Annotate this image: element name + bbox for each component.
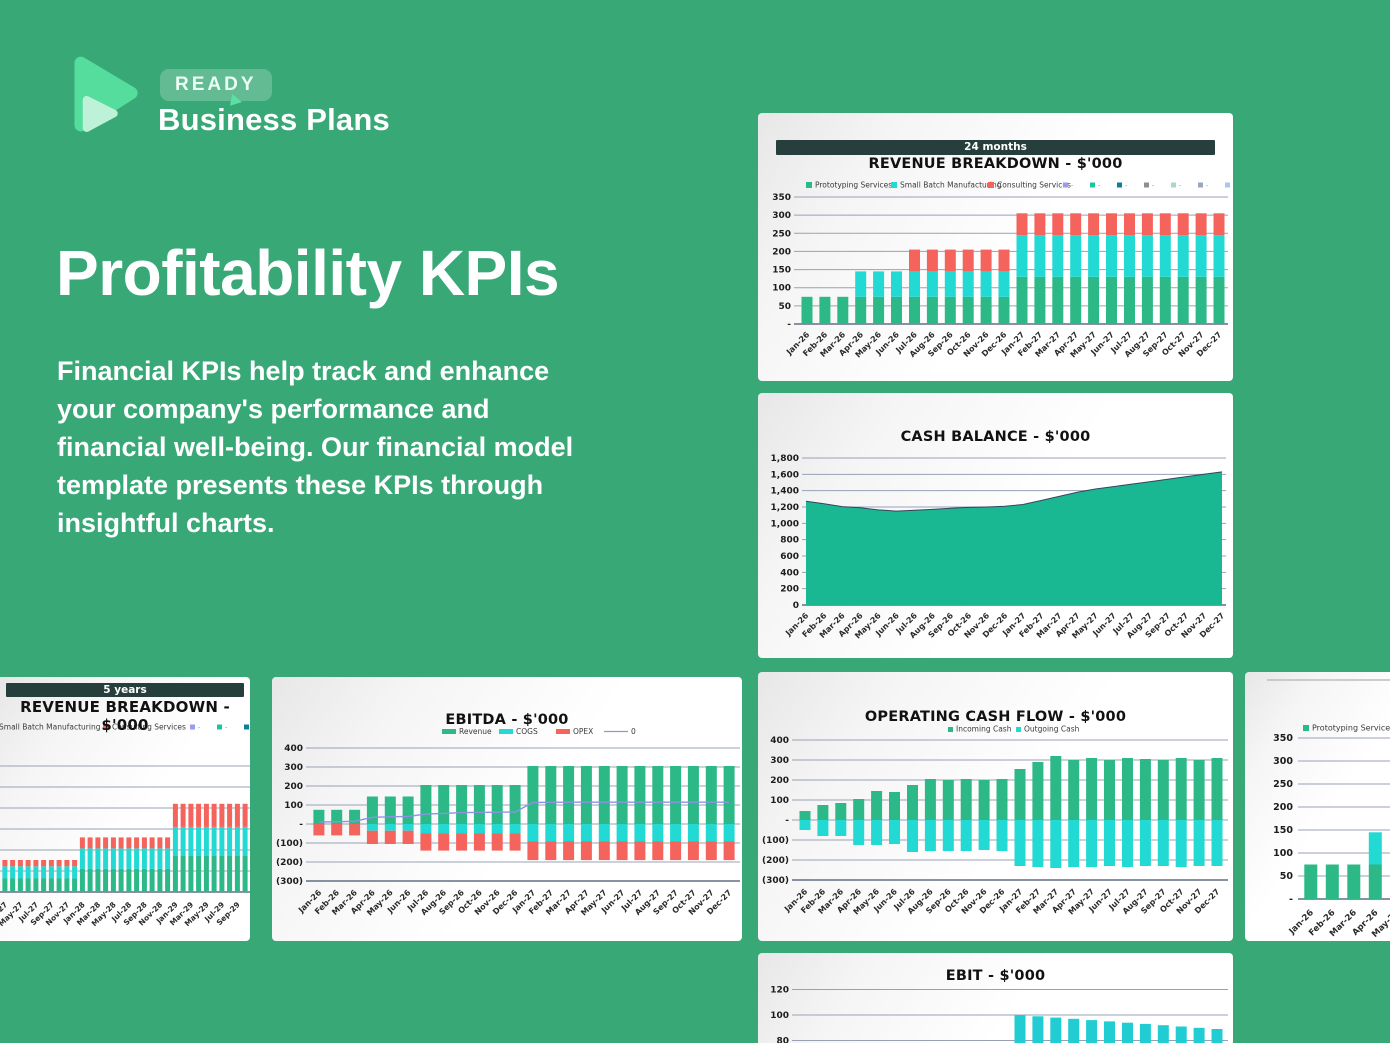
- period-badge: 24 months: [776, 140, 1215, 155]
- svg-text:-: -: [1179, 181, 1182, 189]
- svg-text:(300): (300): [762, 876, 789, 886]
- svg-text:(200): (200): [276, 858, 303, 868]
- chart-title: EBIT - $'000: [945, 968, 1046, 984]
- svg-text:Small Batch Manufacturing: Small Batch Manufacturing: [0, 723, 101, 732]
- svg-text:100: 100: [284, 801, 303, 811]
- svg-text:300: 300: [1273, 756, 1293, 767]
- svg-text:Prototyping Services: Prototyping Services: [1312, 724, 1390, 733]
- svg-text:-: -: [785, 816, 789, 826]
- svg-text:400: 400: [770, 736, 789, 746]
- svg-text:800: 800: [780, 536, 799, 546]
- page-title: Profitability KPIs: [56, 237, 560, 309]
- page-description: Financial KPIs help track and enhance yo…: [57, 356, 574, 538]
- chart-card-revenue-5y: Mar-27 May-27 Jul-27 Sep-27 Nov-27 Jan-28 Mar-…: [0, 677, 250, 941]
- svg-text:100: 100: [770, 1011, 789, 1021]
- svg-text:-: -: [787, 320, 791, 330]
- ready-badge: READY: [160, 69, 272, 101]
- svg-text:250: 250: [1273, 779, 1293, 790]
- svg-text:100: 100: [772, 284, 791, 294]
- svg-text:350: 350: [772, 193, 791, 203]
- svg-text:120: 120: [770, 986, 789, 996]
- chart-card-revenue-partial: 350 300 250 200 150 100 50- Jan-26 Feb-26 Mar-26 A…: [1245, 672, 1390, 941]
- cash-balance-plot: 1,8001,6001,4001,2001,0008006004002000Ja…: [771, 454, 1227, 641]
- svg-text:1,800: 1,800: [771, 454, 799, 464]
- chart-title: OPERATING CASH FLOW - $'000: [864, 709, 1127, 725]
- svg-text:-: -: [1125, 181, 1128, 189]
- svg-text:Revenue: Revenue: [459, 727, 492, 736]
- svg-text:1,200: 1,200: [771, 503, 799, 513]
- svg-text:Outgoing Cash: Outgoing Cash: [1024, 725, 1080, 734]
- svg-text:Prototyping Services: Prototyping Services: [815, 181, 892, 190]
- ebit-plot: 120 100 80: [770, 986, 1228, 1043]
- svg-text:100: 100: [770, 796, 789, 806]
- revenue-24m-plot: 35030025020015010050-Jan-26Feb-26Mar-26A…: [772, 181, 1230, 360]
- svg-text:350: 350: [1273, 733, 1293, 744]
- svg-text:-: -: [1206, 181, 1209, 189]
- svg-text:-: -: [299, 820, 303, 830]
- svg-text:150: 150: [1273, 825, 1293, 836]
- svg-text:600: 600: [780, 552, 799, 562]
- brand-text: Business Plans: [158, 102, 390, 137]
- svg-text:300: 300: [772, 211, 791, 221]
- svg-text:-: -: [1071, 181, 1074, 189]
- svg-text:80: 80: [776, 1037, 789, 1043]
- svg-text:0: 0: [793, 601, 799, 611]
- chart-title: REVENUE BREAKDOWN - $'000: [20, 698, 230, 734]
- svg-text:200: 200: [772, 247, 791, 257]
- chart-card-cash-balance: 1,800 1,600 1,400 1,200 1,000 800 600 400 200 0 Ja…: [758, 393, 1233, 658]
- svg-text:Consulting Services: Consulting Services: [112, 723, 186, 732]
- svg-text:200: 200: [770, 776, 789, 786]
- svg-text:-: -: [225, 723, 228, 731]
- svg-text:200: 200: [1273, 802, 1293, 813]
- play-icon: [74, 56, 138, 132]
- svg-text:Incoming Cash: Incoming Cash: [956, 725, 1012, 734]
- svg-text:Small Batch Manufacturing: Small Batch Manufacturing: [900, 181, 1002, 190]
- chart-card-ebitda: 400 300 200 100- (100) (200) (300) Jan-26 Feb-26…: [272, 677, 742, 941]
- svg-text:0: 0: [631, 727, 636, 736]
- svg-text:50: 50: [778, 302, 791, 312]
- svg-text:-: -: [1289, 894, 1293, 905]
- svg-text:250: 250: [772, 229, 791, 239]
- chart-title: CASH BALANCE - $'000: [900, 429, 1091, 445]
- svg-text:1,600: 1,600: [771, 470, 799, 480]
- svg-text:COGS: COGS: [516, 727, 538, 736]
- svg-text:1,000: 1,000: [771, 519, 799, 529]
- ebitda-plot: 400300200100-(100)(200)(300)Jan-26Feb-26…: [276, 727, 740, 918]
- svg-text:300: 300: [284, 763, 303, 773]
- chart-title: EBITDA - $'000: [445, 712, 569, 728]
- svg-text:(100): (100): [762, 836, 789, 846]
- period-badge: 5 years: [6, 683, 244, 697]
- chart-card-ebit: 120 100 80 EBIT - $'000: [758, 953, 1233, 1043]
- svg-text:OPEX: OPEX: [573, 727, 593, 736]
- svg-text:300: 300: [770, 756, 789, 766]
- svg-text:400: 400: [284, 744, 303, 754]
- svg-text:150: 150: [772, 266, 791, 276]
- svg-text:200: 200: [284, 782, 303, 792]
- svg-text:-: -: [1098, 181, 1101, 189]
- revenue-5y-plot: Mar-27May-27Jul-27Sep-27Nov-27Jan-28Mar-…: [0, 723, 250, 928]
- svg-text:Consulting Services: Consulting Services: [997, 181, 1071, 190]
- svg-text:100: 100: [1273, 848, 1293, 859]
- svg-text:1,400: 1,400: [771, 487, 799, 497]
- revenue-partial-plot: 35030025020015010050-Jan-26Feb-26Mar-26A…: [1267, 679, 1390, 940]
- svg-text:(300): (300): [276, 877, 303, 887]
- operating-cash-flow-plot: 400300200100-(100)(200)(300)Jan-26Feb-26…: [762, 725, 1228, 917]
- svg-text:-: -: [198, 723, 201, 731]
- svg-text:50: 50: [1280, 871, 1294, 882]
- svg-text:(100): (100): [276, 839, 303, 849]
- svg-text:400: 400: [780, 568, 799, 578]
- chart-card-operating-cash-flow: 400 300 200 100- (100) (200) (300) Jan-26 Feb-26…: [758, 672, 1233, 941]
- chart-card-revenue-24m: 350 300 250 200 150 100 50- Jan-26 Feb-26 Mar-26 A…: [758, 113, 1233, 381]
- svg-text:200: 200: [780, 585, 799, 595]
- svg-text:(200): (200): [762, 856, 789, 866]
- chart-title: REVENUE BREAKDOWN - $'000: [868, 156, 1123, 172]
- svg-text:-: -: [1152, 181, 1155, 189]
